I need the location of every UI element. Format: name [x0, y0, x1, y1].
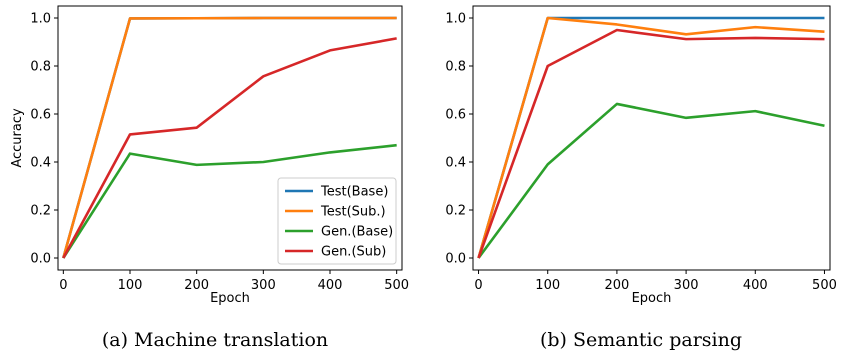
- y-axis-label: Accuracy: [10, 108, 25, 168]
- x-axis-label: Epoch: [210, 291, 250, 306]
- legend: Test(Base) Test(Sub.) Gen.(Base) Gen.(Sub): [277, 177, 397, 265]
- series-line-test-sub: [62, 16, 397, 259]
- series-line-gen-sub: [62, 37, 397, 259]
- x-tick-label: 300: [674, 278, 699, 293]
- y-tick-label: 0.2: [445, 204, 466, 219]
- y-tick-label: 0.6: [445, 108, 466, 123]
- y-tick-label: 0.4: [30, 156, 51, 171]
- series-line-test-base: [477, 16, 825, 259]
- x-tick-label: 200: [184, 278, 209, 293]
- x-tick-label: 400: [743, 278, 768, 293]
- x-tick-label: 100: [535, 278, 560, 293]
- y-tick-label: 0.0: [445, 252, 466, 267]
- y-tick-label: 0.6: [30, 108, 51, 123]
- x-tick-label: 0: [474, 278, 482, 293]
- panel-caption: (b) Semantic parsing: [540, 329, 742, 351]
- x-tick-label: 300: [251, 278, 276, 293]
- y-tick-label: 0.0: [30, 252, 51, 267]
- x-tick-label: 500: [384, 278, 409, 293]
- legend-label: Test(Sub.): [320, 205, 386, 220]
- series-line-gen-base: [477, 102, 825, 259]
- panel-semantic-parsing: 0 100 200 300 400 500 0.0 0.2 0.4 0.6 0.8 1.0 Epoch (…: [445, 5, 837, 351]
- legend-label: Gen.(Sub): [321, 245, 386, 260]
- legend-label: Test(Base): [320, 185, 388, 200]
- y-tick-label: 0.8: [445, 60, 466, 75]
- legend-label: Gen.(Base): [321, 225, 393, 240]
- y-tick-label: 0.4: [445, 156, 466, 171]
- axes-frame: [57, 5, 403, 271]
- x-tick-label: 100: [118, 278, 143, 293]
- y-tick-label: 1.0: [445, 12, 466, 27]
- y-tick-label: 0.2: [30, 204, 51, 219]
- y-tick-label: 1.0: [30, 12, 51, 27]
- x-tick-label: 200: [604, 278, 629, 293]
- series-line-gen-base: [62, 143, 397, 259]
- panel-machine-translation: 0 100 200 300 400 500 0.0 0.2 0.4 0.6 0.8 1.0 Epoch A…: [10, 5, 409, 351]
- x-tick-label: 500: [812, 278, 837, 293]
- series-line-gen-sub: [477, 28, 825, 259]
- x-tick-label: 400: [318, 278, 343, 293]
- y-tick-label: 0.8: [30, 60, 51, 75]
- x-tick-label: 0: [59, 278, 67, 293]
- x-axis-label: Epoch: [632, 291, 672, 306]
- series-line-test-sub: [477, 16, 825, 259]
- panel-caption: (a) Machine translation: [102, 329, 328, 351]
- axes-frame: [472, 5, 831, 271]
- legend-box: [277, 177, 397, 265]
